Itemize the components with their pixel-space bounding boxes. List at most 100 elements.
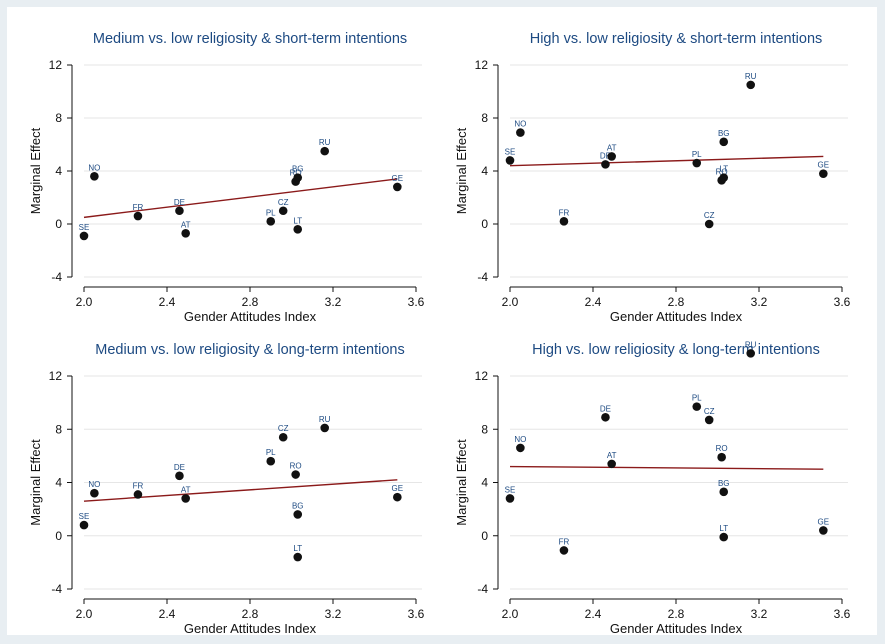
y-axis-title: Marginal Effect	[28, 439, 43, 526]
x-tick-label: 2.4	[585, 295, 602, 309]
data-point-bg	[293, 510, 303, 519]
data-point-ge	[393, 182, 402, 192]
point-label: LT	[293, 216, 302, 225]
y-tick-label: 12	[475, 369, 489, 383]
y-tick-label: -4	[51, 270, 62, 284]
y-tick-label: 8	[55, 111, 62, 125]
point-label: NO	[88, 163, 100, 172]
data-point-de	[601, 160, 610, 169]
data-point-no	[90, 488, 99, 498]
y-tick-label: 4	[481, 164, 488, 178]
point-label: RO	[716, 444, 728, 453]
y-tick-label: 12	[49, 369, 63, 383]
x-tick-label: 3.2	[325, 607, 342, 621]
data-point-cz	[704, 415, 714, 425]
point-label: PL	[692, 150, 702, 159]
point-label: GE	[392, 484, 404, 493]
data-point-lt	[293, 225, 303, 234]
data-point-at	[607, 152, 616, 161]
point-label: LT	[719, 524, 728, 533]
point-label: BG	[292, 165, 304, 174]
y-tick-label: 8	[481, 111, 488, 125]
x-tick-label: 3.6	[834, 295, 851, 309]
data-point-lt	[719, 173, 729, 182]
fit-line	[83, 479, 398, 502]
data-point-cz	[704, 219, 714, 229]
data-point-se	[79, 231, 89, 241]
point-label: CZ	[278, 198, 289, 207]
point-label: BG	[718, 129, 730, 138]
point-label: GE	[818, 161, 830, 170]
data-point-pl	[266, 456, 276, 466]
point-label: DE	[174, 463, 185, 472]
point-label: NO	[514, 120, 526, 129]
chart-title: High vs. low religiosity & long-term int…	[532, 342, 820, 358]
data-point-ge	[819, 169, 828, 178]
y-tick-label: -4	[51, 582, 62, 596]
fit-line	[83, 178, 398, 219]
point-label: RU	[745, 340, 757, 349]
y-tick-label: 0	[55, 217, 62, 231]
y-axis-title: Marginal Effect	[454, 439, 469, 526]
data-point-de	[175, 471, 184, 481]
point-label: BG	[718, 479, 730, 488]
x-tick-label: 3.2	[751, 607, 768, 621]
point-label: GE	[392, 174, 404, 183]
data-point-ru	[746, 349, 755, 358]
point-label: CZ	[278, 424, 289, 433]
point-label: FR	[559, 537, 570, 546]
x-tick-label: 2.0	[502, 607, 519, 621]
data-point-at	[181, 228, 190, 238]
y-axis-title: Marginal Effect	[454, 127, 469, 214]
point-label: PL	[266, 208, 276, 217]
fit-line	[509, 465, 824, 470]
x-axis-title: Gender Attitudes Index	[184, 621, 317, 635]
y-tick-label: 4	[55, 476, 62, 490]
chart-panel-4: High vs. low religiosity & long-term int…	[454, 340, 851, 636]
data-point-fr	[559, 546, 569, 555]
chart-panel-1: Medium vs. low religiosity & short-term …	[28, 31, 425, 324]
point-label: DE	[600, 151, 611, 160]
data-point-bg	[719, 137, 729, 147]
data-point-de	[601, 412, 610, 422]
data-point-pl	[692, 158, 702, 168]
data-point-se	[505, 156, 515, 165]
data-point-cz	[278, 432, 288, 442]
x-tick-label: 2.4	[159, 607, 176, 621]
chart-title: Medium vs. low religiosity & long-term i…	[95, 342, 404, 358]
data-point-no	[516, 443, 525, 453]
y-axis-title: Marginal Effect	[28, 127, 43, 214]
point-label: SE	[79, 512, 90, 521]
point-label: GE	[818, 517, 830, 526]
data-point-ru	[320, 146, 330, 156]
y-tick-label: 8	[481, 422, 488, 436]
chart-panel-3: Medium vs. low religiosity & long-term i…	[28, 342, 425, 636]
y-tick-label: 4	[481, 476, 488, 490]
data-point-de	[175, 206, 184, 216]
data-point-lt	[719, 532, 729, 542]
data-point-se	[79, 520, 89, 530]
x-tick-label: 2.8	[668, 607, 685, 621]
point-label: AT	[607, 451, 617, 460]
x-axis-title: Gender Attitudes Index	[610, 309, 743, 324]
data-point-se	[505, 494, 515, 503]
x-tick-label: 3.6	[408, 295, 425, 309]
point-label: SE	[505, 147, 516, 156]
y-tick-label: 0	[481, 217, 488, 231]
x-axis-title: Gender Attitudes Index	[184, 309, 317, 324]
data-point-ro	[717, 452, 726, 462]
point-label: LT	[293, 544, 302, 553]
point-label: FR	[133, 203, 144, 212]
fit-line	[509, 155, 824, 167]
point-label: NO	[88, 480, 100, 489]
point-label: SE	[79, 223, 90, 232]
data-point-fr	[133, 490, 143, 499]
data-point-ro	[291, 470, 300, 479]
chart-panel-2: High vs. low religiosity & short-term in…	[454, 31, 851, 324]
y-tick-label: 8	[55, 422, 62, 436]
y-tick-label: 0	[55, 529, 62, 543]
data-point-ge	[819, 526, 828, 535]
y-tick-label: 0	[481, 529, 488, 543]
point-label: AT	[181, 485, 191, 494]
data-point-fr	[559, 217, 569, 226]
